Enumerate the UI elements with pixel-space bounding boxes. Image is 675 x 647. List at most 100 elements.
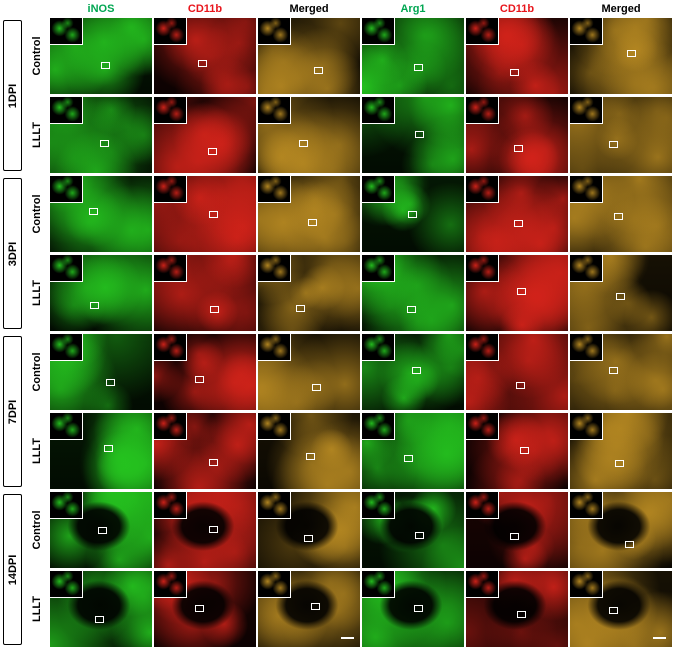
magnified-inset	[362, 255, 395, 282]
magnified-inset	[50, 255, 83, 282]
day-label-box-1dpi: 1DPI	[3, 20, 22, 171]
row-label-lllt: LLLT	[27, 413, 47, 489]
magnified-inset	[570, 413, 603, 440]
region-of-interest-box	[514, 145, 523, 152]
region-of-interest-box	[98, 527, 107, 534]
region-of-interest-box	[614, 213, 623, 220]
magnified-inset	[154, 334, 187, 361]
magnified-inset	[50, 334, 83, 361]
micrograph-panel	[570, 18, 672, 94]
region-of-interest-box	[415, 131, 424, 138]
micrograph-panel	[466, 255, 568, 331]
tissue-image	[362, 176, 464, 252]
micrograph-panel	[466, 18, 568, 94]
region-of-interest-box	[90, 302, 99, 309]
micrograph-panel	[154, 176, 256, 252]
region-of-interest-box	[100, 140, 109, 147]
micrograph-panel	[258, 176, 360, 252]
magnified-inset	[154, 492, 187, 519]
micrograph-panel	[570, 571, 672, 647]
magnified-inset	[50, 97, 83, 124]
magnified-inset	[154, 97, 187, 124]
magnified-inset	[258, 334, 291, 361]
row-label-text: LLLT	[31, 595, 43, 623]
region-of-interest-box	[520, 447, 529, 454]
magnified-inset	[154, 18, 187, 45]
magnified-inset	[362, 571, 395, 598]
micrograph-panel	[50, 18, 152, 94]
micrograph-panel	[466, 413, 568, 489]
micrograph-panel	[50, 176, 152, 252]
region-of-interest-box	[609, 367, 618, 374]
row-label-text: LLLT	[31, 279, 43, 307]
micrograph-panel	[154, 492, 256, 568]
magnified-inset	[570, 571, 603, 598]
micrograph-panel	[258, 97, 360, 173]
micrograph-panel	[570, 334, 672, 410]
magnified-inset	[570, 18, 603, 45]
region-of-interest-box	[208, 148, 217, 155]
micrograph-panel	[258, 255, 360, 331]
tissue-image	[466, 413, 568, 489]
region-of-interest-box	[314, 67, 323, 74]
region-of-interest-box	[296, 305, 305, 312]
micrograph-panel	[570, 97, 672, 173]
magnified-inset	[466, 571, 499, 598]
region-of-interest-box	[414, 605, 423, 612]
magnified-inset	[466, 255, 499, 282]
region-of-interest-box	[615, 460, 624, 467]
tissue-image	[466, 255, 568, 331]
day-label-box-14dpi: 14DPI	[3, 494, 22, 645]
tissue-image	[258, 334, 360, 410]
micrograph-panel	[362, 255, 464, 331]
column-header-cd11b: CD11b	[499, 3, 535, 15]
region-of-interest-box	[407, 306, 416, 313]
region-of-interest-box	[404, 455, 413, 462]
region-of-interest-box	[104, 445, 113, 452]
region-of-interest-box	[517, 288, 526, 295]
scale-bar	[341, 637, 354, 639]
micrograph-panel	[258, 413, 360, 489]
row-label-control: Control	[27, 334, 47, 410]
magnified-inset	[258, 413, 291, 440]
region-of-interest-box	[209, 459, 218, 466]
row-label-text: LLLT	[31, 121, 43, 149]
row-label-control: Control	[27, 176, 47, 252]
magnified-inset	[154, 413, 187, 440]
micrograph-panel	[466, 334, 568, 410]
region-of-interest-box	[609, 607, 618, 614]
region-of-interest-box	[311, 603, 320, 610]
region-of-interest-box	[516, 382, 525, 389]
region-of-interest-box	[312, 384, 321, 391]
magnified-inset	[362, 334, 395, 361]
region-of-interest-box	[106, 379, 115, 386]
micrograph-panel	[466, 492, 568, 568]
region-of-interest-box	[308, 219, 317, 226]
region-of-interest-box	[306, 453, 315, 460]
tissue-image	[362, 97, 464, 173]
magnified-inset	[154, 255, 187, 282]
column-header-merged: Merged	[289, 3, 329, 15]
region-of-interest-box	[304, 535, 313, 542]
row-label-text: Control	[31, 352, 43, 392]
micrograph-panel	[570, 413, 672, 489]
micrograph-panel	[50, 492, 152, 568]
magnified-inset	[50, 571, 83, 598]
magnified-inset	[50, 18, 83, 45]
micrograph-panel	[362, 413, 464, 489]
magnified-inset	[570, 334, 603, 361]
day-label: 7DPI	[6, 399, 19, 424]
micrograph-panel	[466, 97, 568, 173]
magnified-inset	[570, 97, 603, 124]
region-of-interest-box	[514, 220, 523, 227]
region-of-interest-box	[209, 526, 218, 533]
row-label-lllt: LLLT	[27, 571, 47, 647]
region-of-interest-box	[299, 140, 308, 147]
region-of-interest-box	[609, 141, 618, 148]
micrograph-panel	[50, 97, 152, 173]
micrograph-panel	[154, 97, 256, 173]
micrograph-panel	[570, 176, 672, 252]
magnified-inset	[258, 255, 291, 282]
region-of-interest-box	[510, 69, 519, 76]
